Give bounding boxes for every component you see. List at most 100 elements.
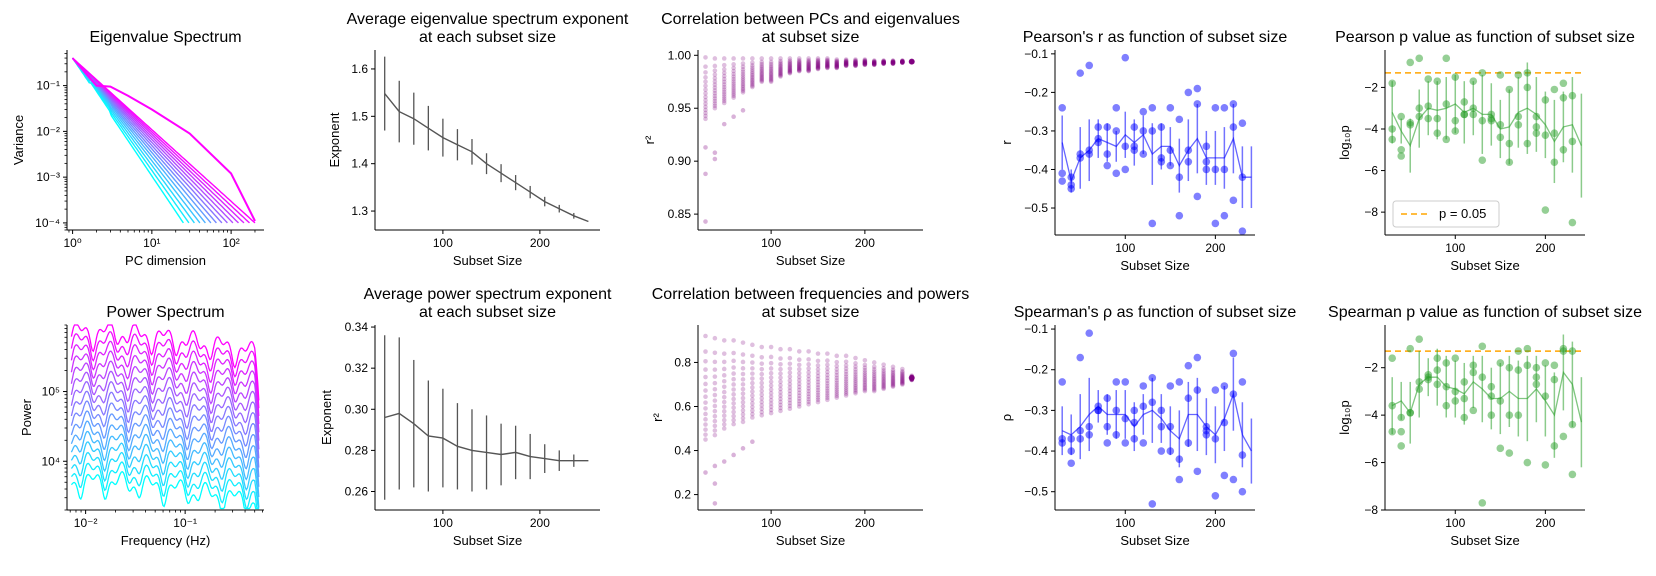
scatter-point — [1559, 145, 1568, 154]
scatter-point — [712, 432, 718, 438]
scatter-point — [1478, 342, 1487, 351]
scatter-point — [825, 388, 830, 394]
chart-title: Pearson's r as function of subset size — [1023, 29, 1288, 46]
y-tick-label: −6 — [1364, 164, 1378, 178]
scatter-outlier — [731, 452, 736, 458]
scatter-point — [890, 379, 896, 385]
scatter-point — [862, 357, 868, 363]
scatter-point — [787, 381, 793, 387]
scatter-point — [759, 366, 765, 372]
scatter-point — [712, 423, 718, 429]
scatter-point — [787, 355, 793, 361]
scatter-point — [825, 378, 830, 384]
scatter-point — [834, 63, 840, 68]
scatter-point — [1121, 53, 1130, 62]
scatter-point — [834, 393, 840, 399]
scatter-point — [1076, 154, 1085, 162]
scatter-point — [853, 361, 858, 366]
scatter-point — [871, 369, 877, 375]
scatter-point — [834, 372, 840, 378]
scatter-point — [1451, 127, 1460, 135]
scatter-point — [750, 79, 755, 84]
scatter-point — [1433, 380, 1442, 389]
scatter-point — [740, 377, 746, 382]
scatter-point — [1496, 133, 1505, 142]
scatter-point — [834, 61, 840, 66]
scatter-point — [825, 63, 830, 68]
scatter-point — [1415, 385, 1424, 393]
scatter-point — [731, 89, 736, 95]
scatter-point — [778, 356, 783, 361]
scatter-point — [806, 66, 811, 71]
scatter-point — [890, 61, 896, 67]
scatter-point — [862, 377, 868, 383]
scatter-point — [712, 428, 718, 433]
scatter-point — [796, 65, 802, 71]
scatter-point — [731, 396, 736, 402]
y-tick-label: −0.1 — [1024, 322, 1048, 336]
scatter-outlier — [703, 145, 708, 150]
scatter-point — [750, 67, 755, 73]
scatter-point — [834, 60, 840, 66]
scatter-point — [1058, 177, 1067, 185]
scatter-point — [750, 371, 755, 376]
scatter-point — [881, 375, 886, 380]
scatter-point — [703, 113, 708, 119]
scatter-point — [890, 384, 896, 389]
scatter-point — [778, 63, 783, 68]
scatter-point — [1220, 104, 1229, 112]
scatter-point — [1433, 129, 1442, 137]
scatter-point — [843, 62, 849, 68]
scatter-point — [712, 398, 718, 403]
scatter-point — [1541, 392, 1550, 400]
scatter-point — [759, 344, 765, 350]
scatter-point — [900, 373, 905, 379]
scatter-point — [703, 110, 708, 116]
scatter-point — [1067, 459, 1076, 468]
scatter-point — [759, 79, 765, 85]
scatter-outlier — [712, 501, 718, 506]
scatter-point — [750, 385, 755, 390]
scatter-point — [862, 61, 868, 67]
scatter-point — [1103, 439, 1112, 447]
scatter-point — [908, 58, 915, 65]
scatter-point — [721, 96, 727, 102]
scatter-point — [900, 60, 905, 65]
scatter-point — [778, 73, 783, 78]
scatter-point — [721, 89, 727, 95]
scatter-point — [881, 380, 886, 386]
scatter-point — [796, 64, 802, 69]
spectrum-series-line — [72, 57, 239, 224]
scatter-point — [834, 62, 840, 68]
scatter-point — [731, 87, 736, 93]
x-tick-label: 200 — [1535, 241, 1555, 255]
scatter-point — [796, 362, 802, 368]
scatter-point — [1505, 411, 1514, 419]
scatter-point — [890, 58, 896, 64]
scatter-point — [768, 77, 774, 82]
scatter-point — [900, 60, 905, 65]
power-series-line — [70, 470, 259, 510]
scatter-point — [787, 69, 793, 75]
scatter-point — [1202, 165, 1211, 174]
scatter-point — [1541, 359, 1550, 367]
scatter-point — [1130, 435, 1139, 443]
scatter-point — [806, 65, 811, 71]
scatter-point — [1532, 123, 1541, 131]
scatter-point — [843, 60, 849, 65]
scatter-point — [712, 418, 718, 424]
y-tick-label: −0.1 — [1024, 47, 1048, 61]
scatter-point — [825, 375, 830, 381]
scatter-point — [825, 358, 830, 363]
scatter-point — [1229, 390, 1238, 398]
x-tick-label: 100 — [433, 236, 453, 250]
scatter-point — [740, 391, 746, 396]
scatter-point — [1166, 104, 1175, 112]
scatter-point — [778, 399, 783, 405]
scatter-point — [862, 365, 868, 371]
scatter-point — [1415, 104, 1424, 113]
scatter-point — [1487, 110, 1496, 119]
scatter-point — [796, 374, 802, 380]
